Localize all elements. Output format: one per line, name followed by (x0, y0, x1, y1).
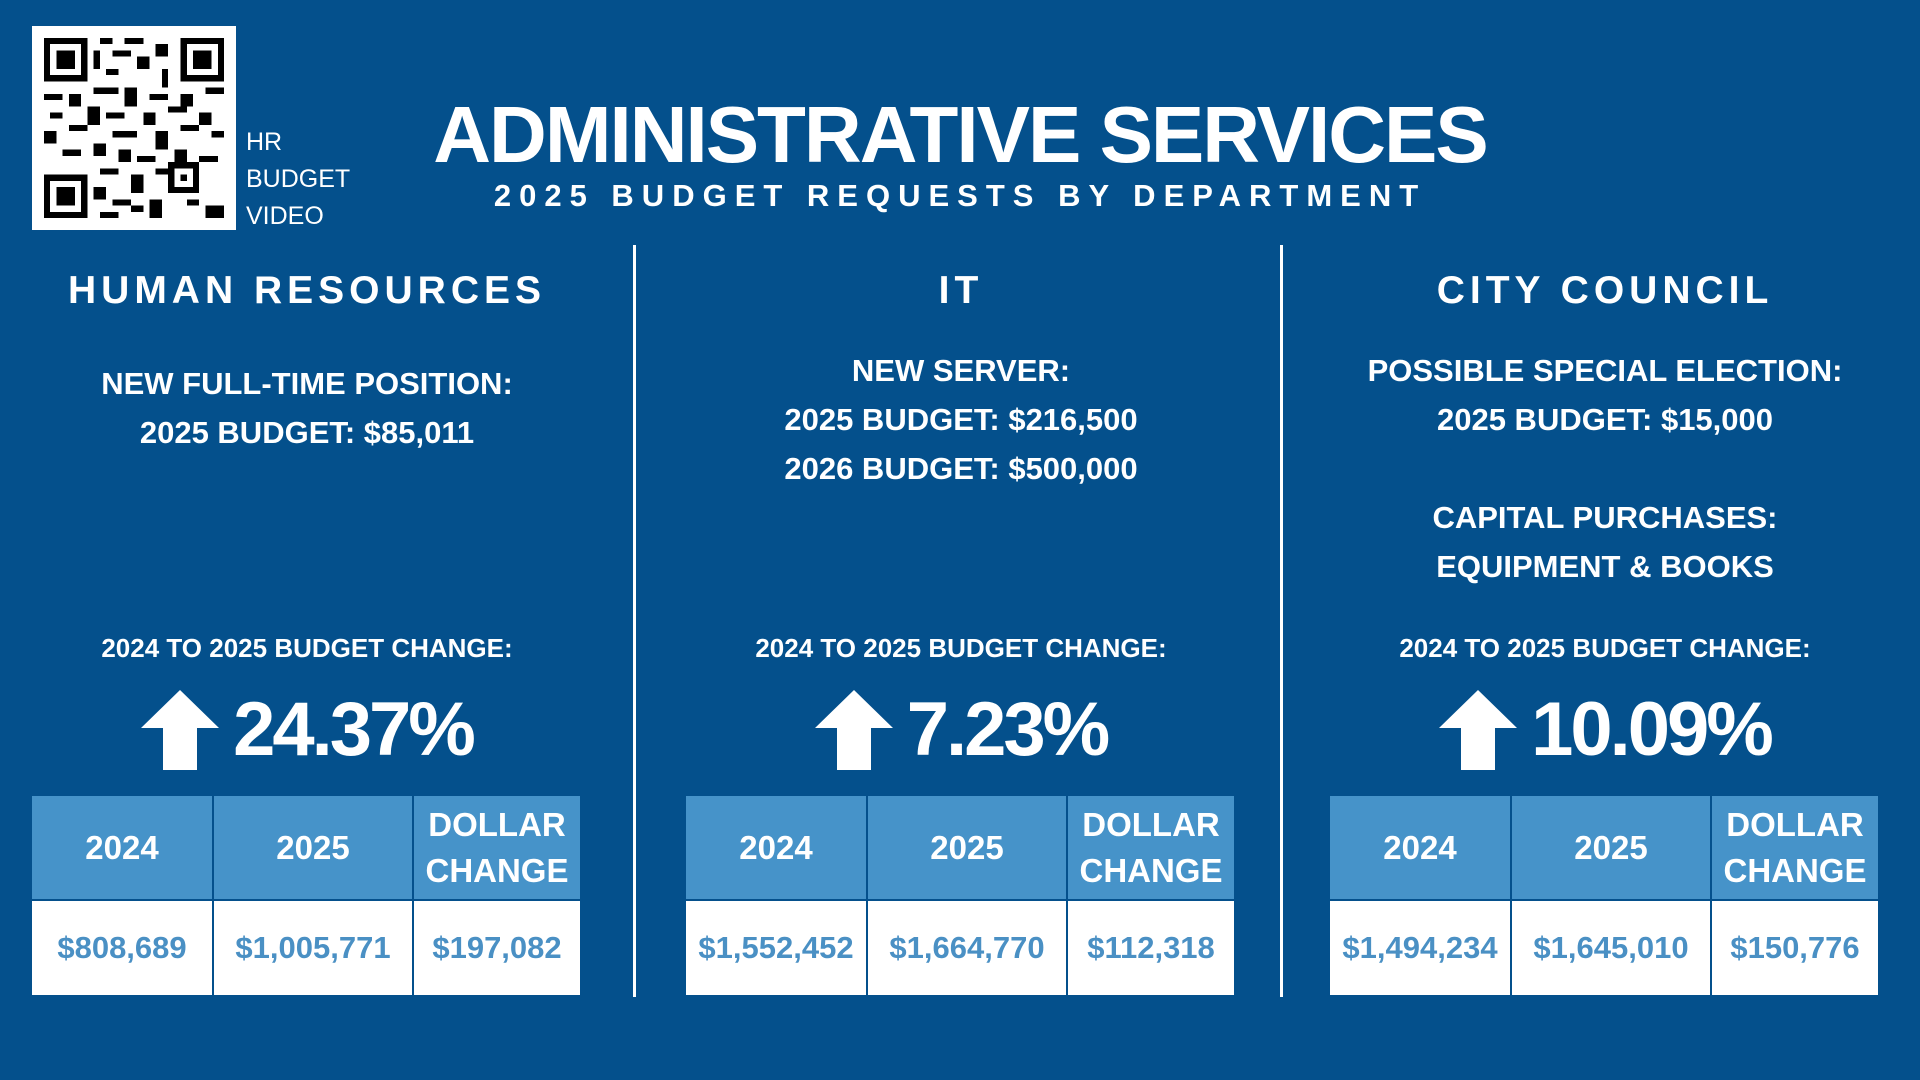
detail-line: 2025 BUDGET: $85,011 (139, 415, 475, 450)
dept-title-council: CITY COUNCIL (1436, 269, 1774, 312)
change-label-it: 2024 TO 2025 BUDGET CHANGE: (755, 633, 1167, 663)
arrow-up-icon (1439, 690, 1518, 770)
header-word: CHANGE (425, 851, 569, 889)
detail-line: NEW SERVER: (851, 353, 1071, 388)
header-word: CHANGE (1079, 851, 1223, 889)
qr-caption-line: HR (246, 128, 283, 156)
table-value-2025: $1,664,770 (868, 901, 1066, 995)
table-header-2025: 2025 (214, 796, 412, 899)
page-subtitle: 2025 BUDGET REQUESTS BY DEPARTMENT (493, 178, 1427, 213)
dept-details-it: NEW SERVER: 2025 BUDGET: $216,500 2026 B… (686, 346, 1236, 493)
change-label-hr: 2024 TO 2025 BUDGET CHANGE: (101, 633, 513, 663)
table-value-2024: $808,689 (32, 901, 212, 995)
detail-line: 2026 BUDGET: $500,000 (784, 451, 1138, 486)
table-header-dollar-change: DOLLAR CHANGE (1068, 796, 1234, 899)
qr-code-icon (44, 38, 224, 218)
table-value-2024: $1,494,234 (1330, 901, 1510, 995)
header-word: DOLLAR (1726, 805, 1864, 843)
qr-caption-line: BUDGET (246, 165, 351, 193)
detail-line: EQUIPMENT & BOOKS (1436, 549, 1774, 584)
change-label-council: 2024 TO 2025 BUDGET CHANGE: (1399, 633, 1811, 663)
qr-caption: HR BUDGET VIDEO (246, 124, 350, 235)
table-header-2025: 2025 (868, 796, 1066, 899)
table-value-2025: $1,645,010 (1512, 901, 1710, 995)
table-header-2024: 2024 (686, 796, 866, 899)
dept-title-it: IT (938, 269, 984, 312)
budget-table-it: 2024 $1,552,452 2025 $1,664,770 DOLLAR CH… (686, 796, 1234, 995)
table-value-2024: $1,552,452 (686, 901, 866, 995)
detail-line: POSSIBLE SPECIAL ELECTION: (1367, 353, 1843, 388)
change-row-council: 10.09% (1330, 680, 1880, 780)
change-row-hr: 24.37% (32, 680, 582, 780)
arrow-up-icon (141, 690, 220, 770)
detail-line: 2025 BUDGET: $216,500 (784, 402, 1138, 437)
table-header-dollar-change: DOLLAR CHANGE (1712, 796, 1878, 899)
table-value-dollar-change: $197,082 (414, 901, 580, 995)
change-percent-council: 10.09% (1531, 687, 1774, 772)
column-divider (633, 245, 636, 997)
table-value-2025: $1,005,771 (214, 901, 412, 995)
page-title: ADMINISTRATIVE SERVICES (433, 90, 1488, 179)
change-row-it: 7.23% (686, 680, 1236, 780)
column-divider (1280, 245, 1283, 997)
dept-details-council: POSSIBLE SPECIAL ELECTION: 2025 BUDGET: … (1330, 346, 1880, 591)
dept-title-hr: HUMAN RESOURCES (67, 269, 547, 312)
detail-line: CAPITAL PURCHASES: (1432, 500, 1778, 535)
header-word: DOLLAR (1082, 805, 1220, 843)
budget-table-council: 2024 $1,494,234 2025 $1,645,010 DOLLAR CH… (1330, 796, 1878, 995)
table-header-2024: 2024 (1330, 796, 1510, 899)
change-percent-it: 7.23% (906, 687, 1110, 772)
table-value-dollar-change: $112,318 (1068, 901, 1234, 995)
budget-table-hr: 2024 $808,689 2025 $1,005,771 DOLLAR CHAN… (32, 796, 580, 995)
detail-line: 2025 BUDGET: $15,000 (1436, 402, 1774, 437)
change-percent-hr: 24.37% (233, 687, 476, 772)
table-header-2024: 2024 (32, 796, 212, 899)
qr-code[interactable] (32, 26, 236, 230)
qr-caption-line: VIDEO (246, 202, 324, 230)
detail-line: NEW FULL-TIME POSITION: (101, 366, 513, 401)
table-value-dollar-change: $150,776 (1712, 901, 1878, 995)
header-word: CHANGE (1723, 851, 1867, 889)
table-header-dollar-change: DOLLAR CHANGE (414, 796, 580, 899)
table-header-2025: 2025 (1512, 796, 1710, 899)
header-word: DOLLAR (428, 805, 566, 843)
dept-details-hr: NEW FULL-TIME POSITION: 2025 BUDGET: $85… (32, 359, 582, 457)
arrow-up-icon (814, 690, 893, 770)
